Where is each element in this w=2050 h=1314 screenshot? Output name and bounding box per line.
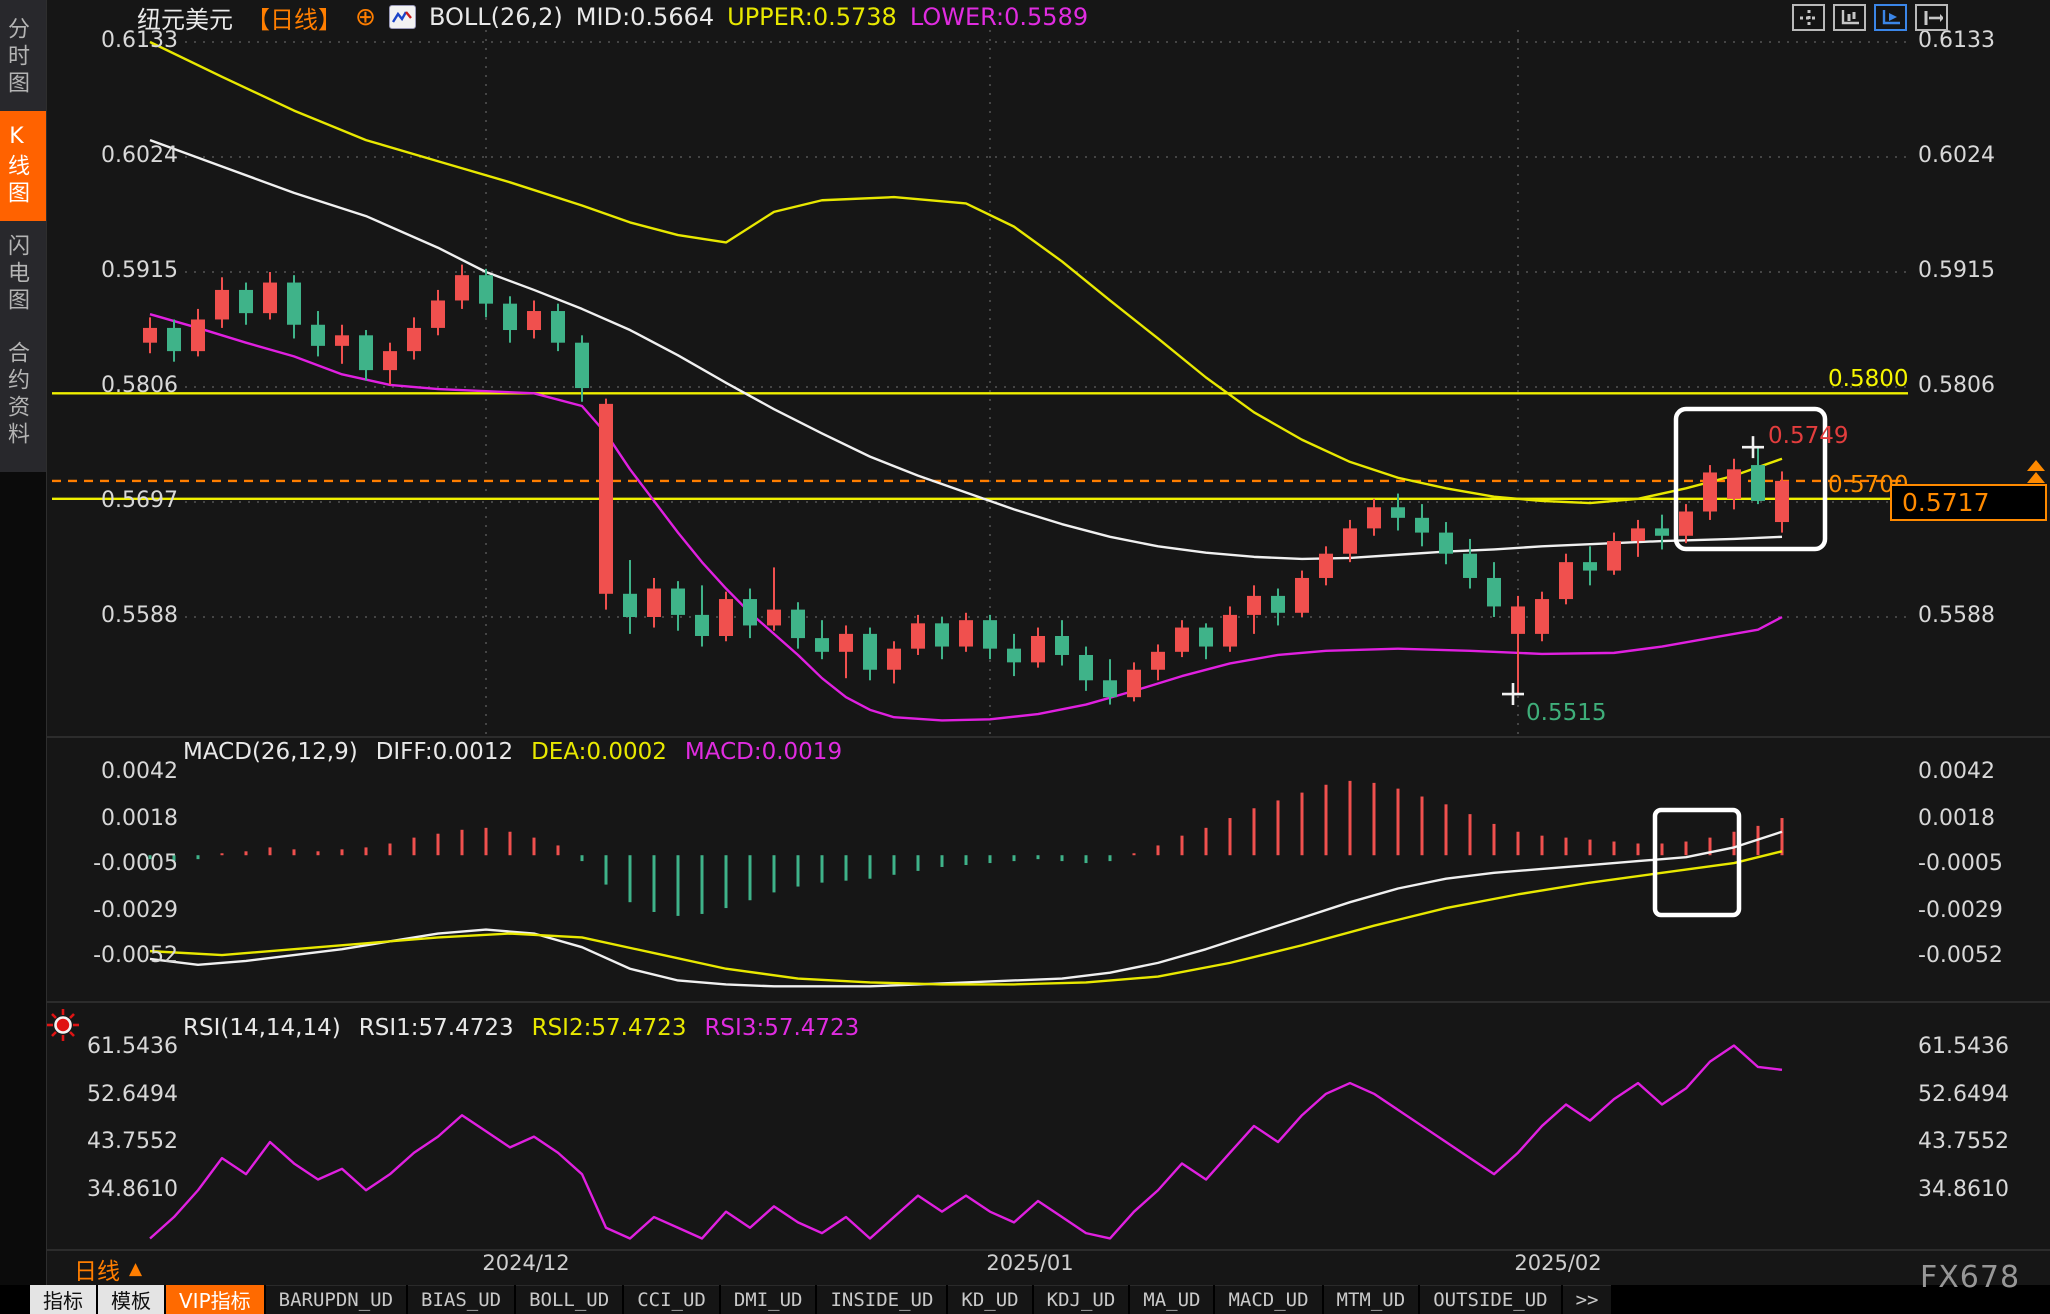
sidebar-item-candlestick-chart[interactable]: K线图: [0, 111, 46, 221]
sidebar: 分时图 K线图 闪电图 合约资料: [0, 0, 47, 1314]
rsi-tick-label: 43.7552: [1918, 1129, 2009, 1155]
chart-header: 纽元美元 【日线】 ⊕ BOLL(26,2) MID:0.5664 UPPER:…: [137, 2, 1089, 34]
axis-scale-icon[interactable]: [1833, 4, 1866, 31]
sidebar-item-flash-chart[interactable]: 闪电图: [4, 234, 29, 315]
boll-label: BOLL(26,2): [428, 3, 563, 31]
rsi-tick-label: 34.8610: [87, 1176, 178, 1202]
rsi-tick-label: 34.8610: [1918, 1176, 2009, 1202]
price-tick-label: 0.6024: [1918, 143, 1995, 168]
mini-chart-icon[interactable]: [388, 5, 416, 29]
rsi-header: RSI(14,14,14) RSI1:57.4723 RSI2:57.4723 …: [183, 1015, 859, 1041]
price-tick-label: 0.5588: [101, 603, 178, 628]
grid-layout-icon[interactable]: [1792, 4, 1825, 31]
price-tick-label: 0.5915: [1918, 258, 1995, 283]
macd-tick-label: -0.0005: [93, 851, 178, 876]
triangle-up-icon: ▲: [129, 1259, 143, 1279]
indicator-toolbar: 指标 模板 VIP指标 BARUPDN_UD BIAS_UD BOLL_UD CCI_UD D…: [0, 1285, 2050, 1314]
macd-tick-label: -0.0052: [93, 942, 178, 968]
highlight-box: [1652, 807, 1742, 918]
price-tick-label: 0.5806: [101, 373, 178, 398]
price-tick-label: 0.5915: [101, 258, 178, 283]
rsi-tick-label: 61.5436: [87, 1034, 178, 1059]
price-level-label: 0.5800: [1828, 366, 1909, 393]
macd-tick-label: -0.0029: [93, 897, 178, 923]
toolbar-tab-inside_ud[interactable]: INSIDE_UD: [817, 1285, 947, 1314]
toolbar-tab-mtm_ud[interactable]: MTM_UD: [1323, 1285, 1419, 1314]
price-annotation: 0.5749: [1768, 423, 1849, 450]
rsi2-value: RSI2:57.4723: [531, 1015, 687, 1041]
boll-mid-value: MID:0.5664: [575, 3, 715, 31]
macd-diff-value: DIFF:0.0012: [375, 739, 514, 765]
period-selector[interactable]: 日线 ▲: [74, 1252, 142, 1286]
live-alert-burst-icon: [46, 1008, 80, 1046]
toolbar-tab-cci_ud[interactable]: CCI_UD: [624, 1285, 719, 1314]
x-axis-label: 2025/01: [986, 1251, 1074, 1275]
toolbar-tab-kdj_ud[interactable]: KDJ_UD: [1033, 1285, 1129, 1314]
toolbar-spacer: [0, 1285, 30, 1314]
toolbar-tab--[interactable]: 指标: [30, 1285, 96, 1314]
toolbar-tab-outside_ud[interactable]: OUTSIDE_UD: [1420, 1285, 1561, 1314]
rsi3-value: RSI3:57.4723: [704, 1015, 860, 1041]
macd-dea-value: DEA:0.0002: [531, 739, 667, 765]
toolbar-tab-macd_ud[interactable]: MACD_UD: [1215, 1285, 1322, 1314]
price-annotation: 0.5515: [1526, 700, 1607, 727]
current-price-box: 0.5717: [1890, 484, 2047, 521]
price-tick-label: 0.6133: [101, 28, 178, 53]
macd-tick-label: 0.0018: [101, 806, 178, 831]
boll-lower-value: LOWER:0.5589: [909, 3, 1089, 31]
price-tick-label: 0.6133: [1918, 28, 1995, 53]
toolbar-tab-boll_ud[interactable]: BOLL_UD: [516, 1285, 623, 1314]
macd-title: MACD(26,12,9): [183, 739, 358, 765]
rsi-tick-label: 52.6494: [87, 1081, 178, 1107]
sidebar-strip: 分时图 K线图 闪电图 合约资料: [0, 0, 46, 472]
macd-tick-label: -0.0052: [1918, 942, 2003, 968]
sidebar-item-contract-info[interactable]: 合约资料: [4, 341, 29, 449]
rsi-tick-label: 61.5436: [1918, 1034, 2009, 1059]
macd-tick-label: 0.0042: [101, 759, 178, 785]
toolbar-tab--[interactable]: 模板: [98, 1285, 164, 1314]
toolbar-tab-bias_ud[interactable]: BIAS_UD: [408, 1285, 515, 1314]
toolbar-tab-dmi_ud[interactable]: DMI_UD: [720, 1285, 816, 1314]
x-axis-label: 2024/12: [482, 1251, 570, 1275]
axis-scale-active-icon[interactable]: [1874, 4, 1907, 31]
toolbar-tab-vip-[interactable]: VIP指标: [166, 1285, 264, 1314]
highlight-box: [1673, 406, 1828, 552]
site-watermark: FX678: [1920, 1260, 2021, 1295]
add-indicator-icon[interactable]: ⊕: [355, 2, 376, 31]
macd-tick-label: 0.0042: [1918, 759, 1995, 785]
x-axis-label: 2025/02: [1514, 1251, 1602, 1275]
period-label: 日线: [74, 1259, 120, 1285]
price-tick-label: 0.5697: [101, 488, 178, 513]
price-tick-label: 0.5806: [1918, 373, 1995, 398]
pane-collapse-icon[interactable]: [1915, 4, 1948, 31]
macd-tick-label: -0.0005: [1918, 851, 2003, 876]
price-tick-label: 0.5588: [1918, 603, 1995, 628]
rsi-tick-label: 52.6494: [1918, 1081, 2009, 1107]
sidebar-item-timeline-chart[interactable]: 分时图: [4, 17, 29, 98]
toolbar-tab-ma_ud[interactable]: MA_UD: [1130, 1285, 1214, 1314]
rsi-title: RSI(14,14,14): [183, 1015, 341, 1041]
symbol-name: 纽元美元: [137, 5, 233, 34]
price-up-arrow-icon: [2027, 460, 2045, 471]
boll-upper-value: UPPER:0.5738: [727, 3, 897, 31]
macd-header: MACD(26,12,9) DIFF:0.0012 DEA:0.0002 MAC…: [183, 739, 842, 765]
macd-macd-value: MACD:0.0019: [684, 739, 843, 765]
toolbar-tab-kd_ud[interactable]: KD_UD: [948, 1285, 1032, 1314]
chart-tool-buttons: [1792, 4, 1948, 31]
rsi-tick-label: 43.7552: [87, 1129, 178, 1155]
toolbar-tab-barupdn_ud[interactable]: BARUPDN_UD: [265, 1285, 407, 1314]
macd-tick-label: 0.0018: [1918, 806, 1995, 831]
price-tick-label: 0.6024: [101, 143, 178, 168]
price-up-arrow-icon: [2027, 472, 2045, 483]
rsi1-value: RSI1:57.4723: [358, 1015, 514, 1041]
toolbar-tab->>[interactable]: >>: [1562, 1285, 1612, 1314]
macd-tick-label: -0.0029: [1918, 897, 2003, 923]
period-tag: 【日线】: [246, 5, 342, 34]
